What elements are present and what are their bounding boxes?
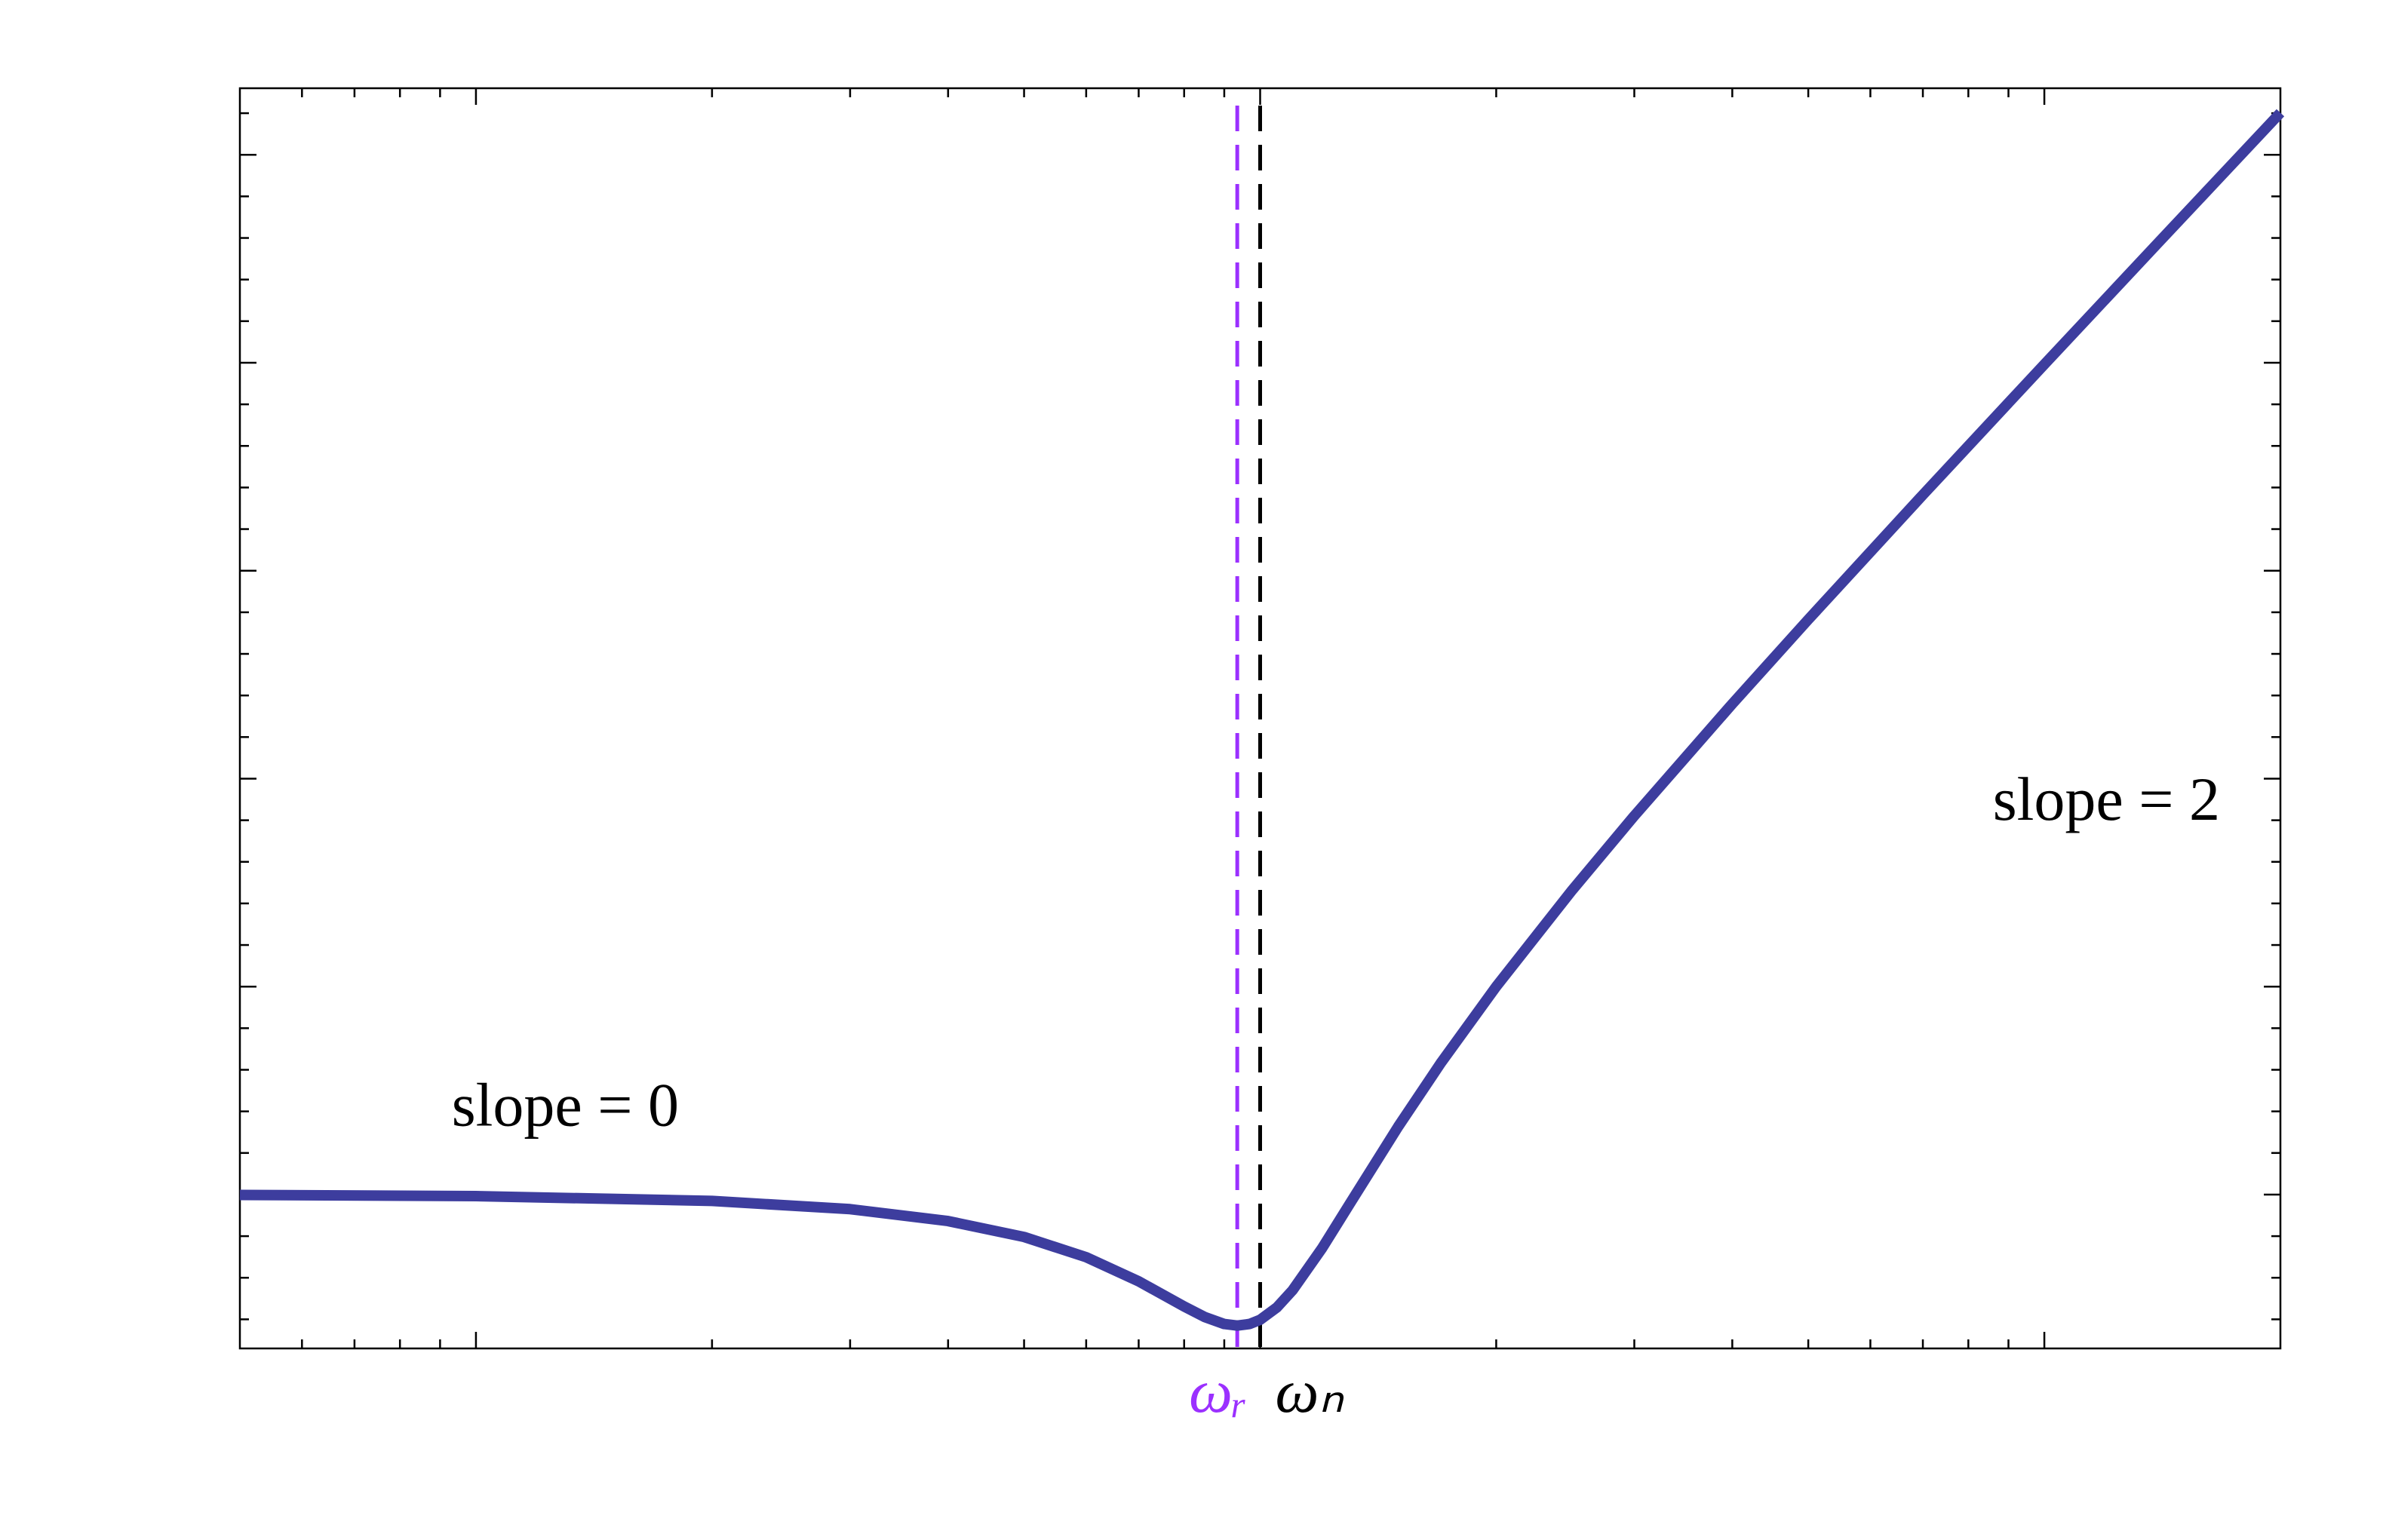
- reference-label: ωₙ: [1276, 1357, 1345, 1425]
- reference-label: ωᵣ: [1189, 1357, 1248, 1425]
- annotation: slope = 0: [452, 1070, 679, 1139]
- curve: [239, 109, 2285, 1331]
- annotation: slope = 2: [1993, 765, 2220, 833]
